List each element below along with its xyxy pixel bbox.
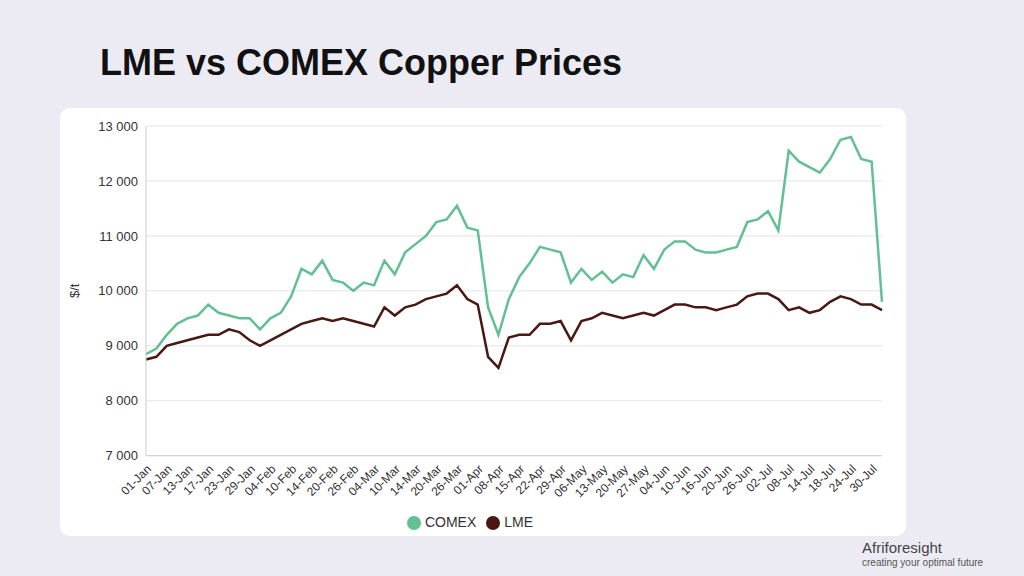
svg-text:8 000: 8 000 bbox=[105, 393, 138, 408]
svg-text:11 000: 11 000 bbox=[99, 229, 138, 244]
svg-text:9 000: 9 000 bbox=[105, 338, 138, 353]
svg-text:07-Jan: 07-Jan bbox=[139, 461, 175, 498]
svg-text:14-Jul: 14-Jul bbox=[784, 461, 818, 495]
svg-text:04-Mar: 04-Mar bbox=[345, 461, 383, 499]
svg-text:20-May: 20-May bbox=[592, 461, 631, 501]
svg-text:22-Apr: 22-Apr bbox=[512, 461, 549, 498]
svg-text:10-Mar: 10-Mar bbox=[366, 461, 403, 499]
html-text:creating your optimal future: creating your optimal future bbox=[862, 557, 984, 568]
svg-text:$/t: $/t bbox=[67, 283, 82, 298]
svg-text:17-Jan: 17-Jan bbox=[180, 461, 217, 498]
svg-text:13-May: 13-May bbox=[572, 461, 611, 501]
svg-text:13-Jan: 13-Jan bbox=[159, 461, 196, 498]
html-text:LME: LME bbox=[504, 513, 534, 530]
svg-text:29-Jan: 29-Jan bbox=[222, 461, 258, 498]
svg-text:04-Feb: 04-Feb bbox=[241, 461, 279, 499]
svg-text:13 000: 13 000 bbox=[98, 119, 138, 134]
svg-text:01-Jan: 01-Jan bbox=[118, 461, 155, 498]
svg-text:15-Apr: 15-Apr bbox=[492, 461, 528, 498]
svg-text:02-Jul: 02-Jul bbox=[743, 461, 777, 495]
svg-text:08-Jul: 08-Jul bbox=[763, 461, 797, 495]
svg-text:23-Jan: 23-Jan bbox=[201, 461, 238, 498]
svg-text:10 000: 10 000 bbox=[98, 283, 138, 298]
html-text:Afriforesight: Afriforesight bbox=[862, 539, 942, 556]
svg-text:04-Jun: 04-Jun bbox=[636, 461, 673, 498]
svg-text:26-Feb: 26-Feb bbox=[324, 461, 362, 499]
html-text:LME vs COMEX Copper Prices: LME vs COMEX Copper Prices bbox=[100, 42, 623, 83]
svg-text:10-Feb: 10-Feb bbox=[262, 461, 300, 499]
svg-text:14-Mar: 14-Mar bbox=[386, 461, 424, 499]
svg-text:16-Jun: 16-Jun bbox=[678, 461, 714, 498]
svg-text:01-Apr: 01-Apr bbox=[450, 461, 486, 498]
svg-text:06-May: 06-May bbox=[551, 461, 590, 501]
svg-text:08-Apr: 08-Apr bbox=[471, 461, 507, 498]
html-text:COMEX: COMEX bbox=[424, 513, 477, 530]
svg-text:12 000: 12 000 bbox=[98, 174, 138, 189]
svg-text:10-Jun: 10-Jun bbox=[657, 461, 694, 498]
svg-text:24-Jul: 24-Jul bbox=[826, 461, 859, 495]
svg-text:18-Jul: 18-Jul bbox=[805, 461, 839, 495]
svg-text:7 000: 7 000 bbox=[105, 448, 138, 463]
svg-text:30-Jul: 30-Jul bbox=[847, 462, 880, 495]
svg-text:20-Mar: 20-Mar bbox=[407, 461, 445, 499]
svg-text:27-May: 27-May bbox=[613, 461, 652, 501]
svg-text:20-Jun: 20-Jun bbox=[698, 461, 735, 498]
svg-text:29-Apr: 29-Apr bbox=[533, 461, 569, 498]
svg-text:26-Mar: 26-Mar bbox=[428, 461, 466, 499]
svg-text:26-Jun: 26-Jun bbox=[719, 461, 756, 498]
svg-text:20-Feb: 20-Feb bbox=[303, 461, 341, 499]
svg-text:14-Feb: 14-Feb bbox=[283, 461, 320, 499]
